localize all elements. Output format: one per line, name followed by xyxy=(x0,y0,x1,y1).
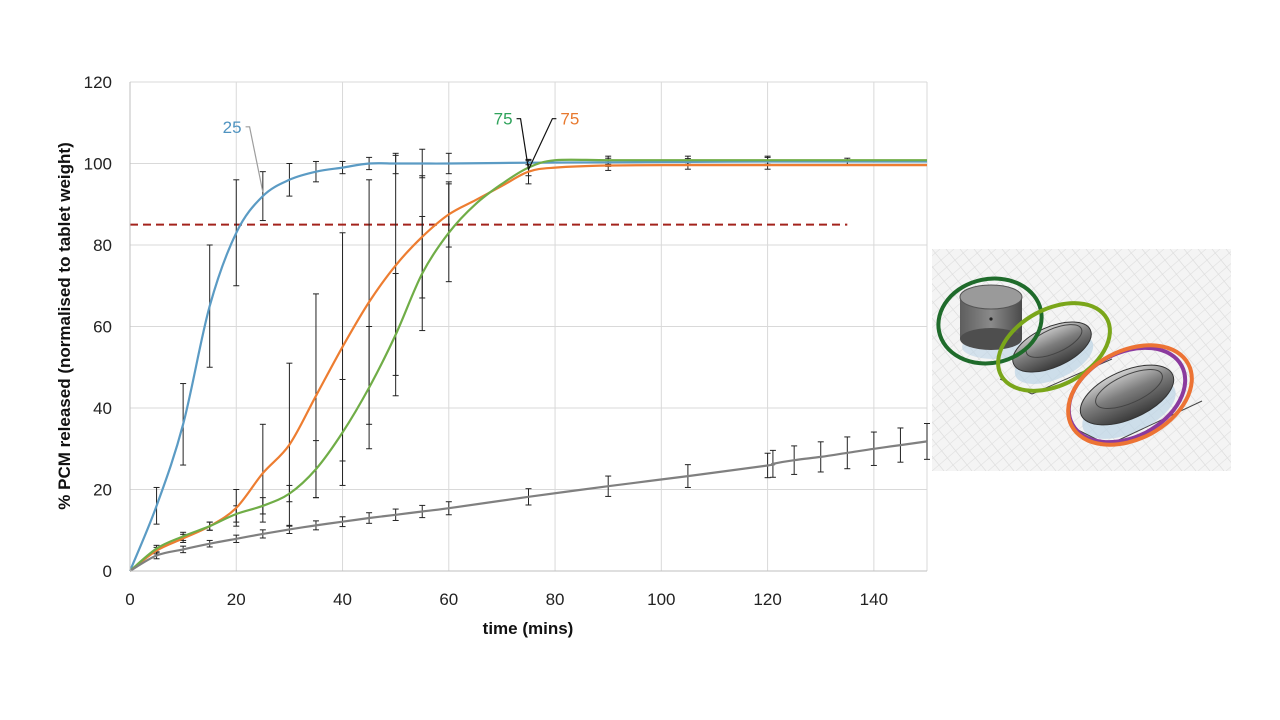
annotation-leader xyxy=(527,118,557,170)
x-tick-label: 100 xyxy=(647,590,675,609)
highlight-ring-orange xyxy=(1066,343,1194,447)
annotation-leader xyxy=(245,126,264,193)
chart-axes: 0 20 40 60 80 100 120 140 0 20 40 60 80 100 120 xyxy=(84,73,927,609)
y-tick-label: 20 xyxy=(93,481,112,500)
annotation-label: 75 xyxy=(560,110,579,129)
x-tick-label: 0 xyxy=(125,590,134,609)
annotation-2: 75 xyxy=(494,110,530,170)
x-tick-label: 60 xyxy=(439,590,458,609)
x-tick-label: 40 xyxy=(333,590,352,609)
annotation-1: 25 xyxy=(223,118,264,193)
x-tick-label: 80 xyxy=(546,590,565,609)
annotation-leader xyxy=(516,118,530,170)
x-tick-label: 120 xyxy=(753,590,781,609)
y-tick-label: 80 xyxy=(93,236,112,255)
tablet-geometry-image xyxy=(932,249,1231,471)
error-bars xyxy=(153,148,930,560)
x-tick-label: 140 xyxy=(860,590,888,609)
series-line-2 xyxy=(129,163,927,572)
x-tick-label: 20 xyxy=(227,590,246,609)
y-tick-label: 120 xyxy=(84,73,112,92)
annotations: 25 75 75 xyxy=(223,110,579,193)
series-lines xyxy=(128,158,928,572)
x-axis-title: time (mins) xyxy=(483,619,574,638)
y-tick-label: 60 xyxy=(93,318,112,337)
series-line-1 xyxy=(128,160,927,572)
y-tick-label: 40 xyxy=(93,399,112,418)
oval-tablet-middle xyxy=(999,321,1113,395)
y-axis-title: % PCM released (normalised to tablet wei… xyxy=(55,142,74,509)
annotation-label: 25 xyxy=(223,118,242,137)
cylinder-tablet xyxy=(959,284,1026,359)
highlight-rings xyxy=(936,276,1194,447)
y-tick-label: 100 xyxy=(84,155,112,174)
highlight-ring-light-green xyxy=(996,301,1112,393)
annotation-3: 75 xyxy=(527,110,579,170)
annotation-label: 75 xyxy=(494,110,513,129)
y-tick-label: 0 xyxy=(103,562,112,581)
series-line-3 xyxy=(129,158,927,572)
tablet-3d-illustration xyxy=(932,249,1231,471)
release-chart: 0 20 40 60 80 100 120 140 0 20 40 60 80 100 120 25 75 75… xyxy=(55,73,930,638)
series-line-4 xyxy=(129,440,928,572)
